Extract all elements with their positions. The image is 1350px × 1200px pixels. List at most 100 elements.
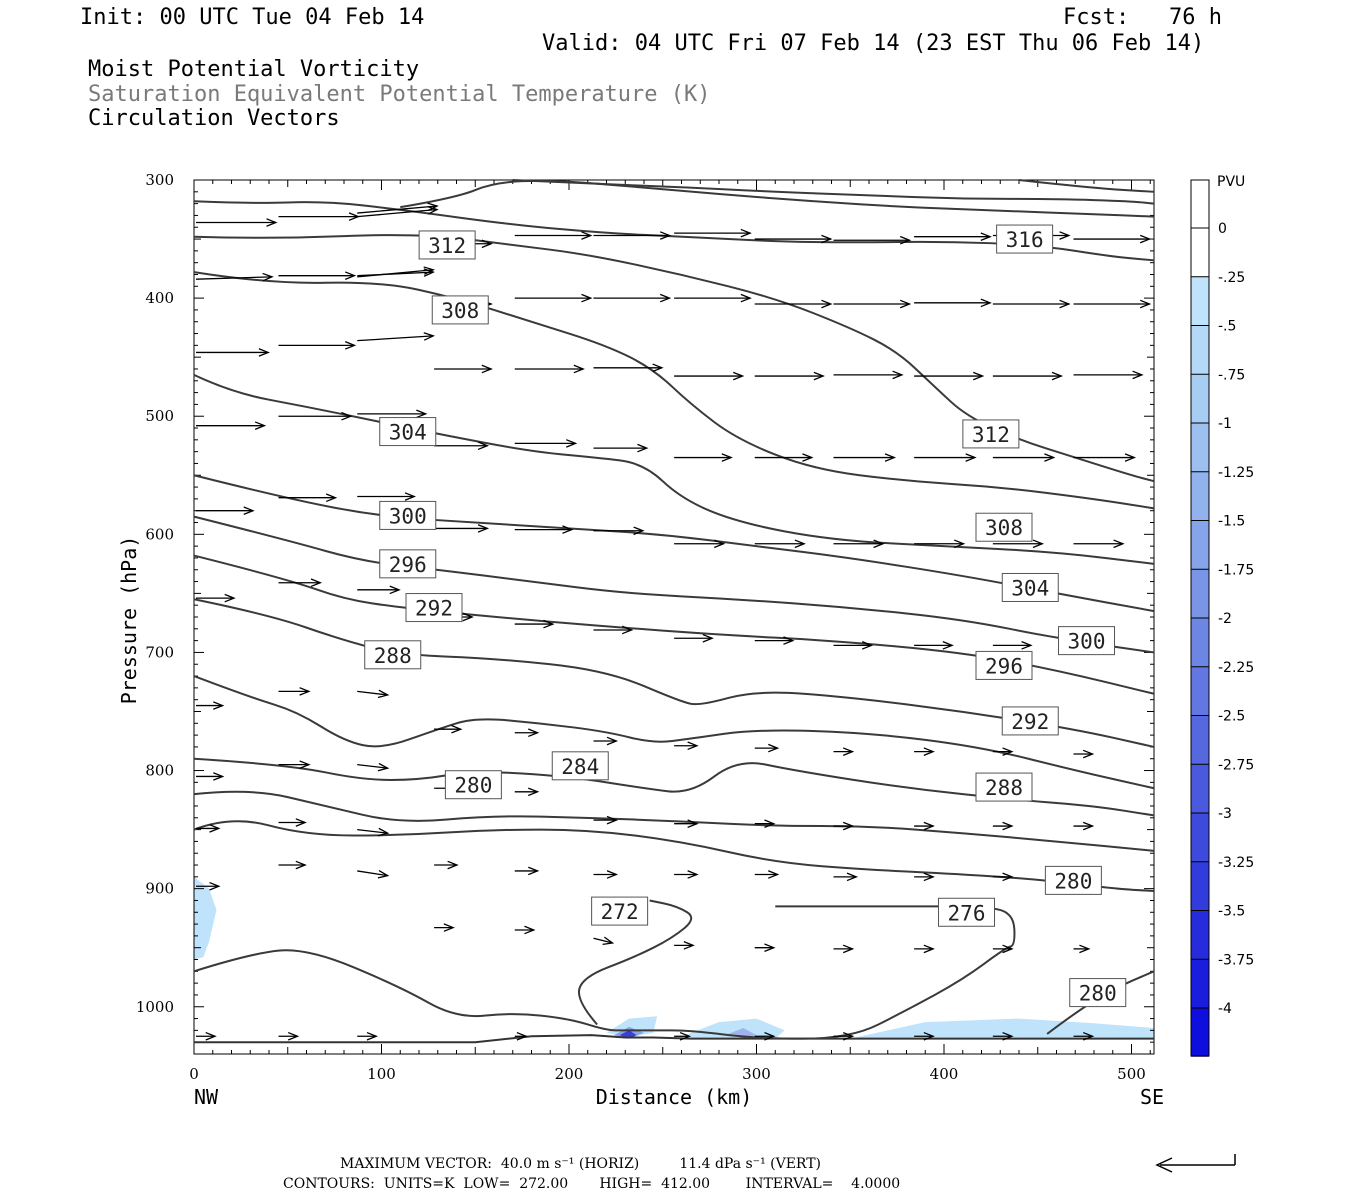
vector-arrowhead (923, 821, 935, 831)
y-tick-label: 600 (145, 525, 174, 543)
vector-arrowhead (416, 409, 428, 419)
contour-276 (193, 820, 1155, 893)
contour-label-box (444, 770, 502, 800)
vector-arrowhead (366, 1031, 379, 1041)
pv-shade-1 (606, 1016, 658, 1038)
vector-arrowhead (1132, 370, 1144, 380)
colorbar-swatch (1191, 1008, 1209, 1057)
colorbar-label: -1.25 (1218, 465, 1254, 481)
theta-es-contours (193, 179, 1155, 1044)
circulation-vector (357, 205, 438, 214)
vector-arrowhead (427, 202, 439, 212)
vector-arrowhead (713, 539, 726, 549)
vector-arrowhead (1002, 821, 1014, 831)
vector-arrowhead (1002, 872, 1014, 882)
vector-arrowhead (295, 818, 307, 827)
vector-arrowhead (821, 299, 833, 309)
contour-272 (193, 905, 1016, 1040)
reference-vector (1155, 1154, 1236, 1173)
vector-arrowhead (516, 1031, 528, 1041)
contour-304 (193, 474, 1155, 613)
contour-label-box (405, 593, 463, 623)
vector-arrowhead (846, 872, 859, 882)
contour-label-box (379, 417, 437, 447)
circulation-vector (357, 763, 388, 769)
colorbar-swatch (1191, 520, 1209, 570)
vector-arrowhead (802, 453, 814, 462)
vector-arrowhead (213, 701, 225, 710)
vector-arrowhead (581, 293, 593, 303)
colorbar-swatch (1191, 618, 1209, 667)
colorbar-label: -.75 (1218, 367, 1245, 383)
contour-label-box (1069, 978, 1127, 1008)
colorbar-swatch (1191, 180, 1209, 228)
vector-arrowhead (1002, 747, 1014, 756)
colorbar-swatch (1191, 861, 1209, 911)
vector-arrowhead (443, 923, 455, 932)
vector-arrowhead (1044, 453, 1056, 462)
y-axis-title: Pressure (hPa) (117, 536, 141, 705)
vector-arrowhead (213, 772, 225, 781)
vector-arrowhead (679, 1031, 692, 1041)
colorbar-label: -3.75 (1218, 952, 1254, 968)
contour-label: 300 (1068, 630, 1106, 654)
contour-308 (193, 373, 1155, 565)
vector-arrowhead (524, 925, 536, 935)
vector-arrowhead (528, 728, 540, 738)
contour-label-box (975, 650, 1033, 680)
vector-arrowhead (299, 687, 311, 696)
y-tick-label: 300 (145, 171, 174, 189)
contour-label: 304 (1011, 576, 1049, 600)
field-title-thetaes: Saturation Equivalent Potential Temperat… (88, 82, 711, 107)
vector-arrowhead (842, 944, 855, 954)
vector-arrowhead (562, 525, 574, 534)
vector-arrowhead (606, 870, 619, 879)
vector-arrowhead (447, 860, 459, 870)
x-tick-label: 100 (367, 1065, 396, 1083)
vector-arrowhead (764, 1031, 776, 1041)
vector-arrowhead (659, 231, 672, 240)
vector-arrowhead (768, 870, 780, 879)
vector-arrowhead (687, 819, 699, 829)
contour-label: 288 (374, 644, 412, 668)
contour-328 (1018, 179, 1155, 193)
x-axis-title: Distance (km) (596, 1085, 753, 1109)
contour-292 (193, 598, 1155, 748)
vector-arrowhead (923, 747, 935, 756)
contour-label-box (975, 772, 1033, 802)
vector-arrowhead (1059, 299, 1071, 309)
vector-arrowhead (423, 266, 435, 275)
vector-arrowhead (224, 593, 236, 603)
contour-label: 300 (389, 504, 427, 528)
vector-arrowhead (633, 526, 645, 536)
circulation-vector (195, 276, 273, 280)
vector-arrowhead (873, 539, 885, 549)
vector-arrowhead (1059, 231, 1071, 240)
contour-label: 316 (1006, 228, 1044, 252)
vector-arrowhead (481, 239, 493, 249)
se-label: SE (1140, 1085, 1164, 1109)
vector-arrowhead (892, 370, 904, 380)
vector-arrowhead (243, 506, 255, 516)
contour-label: 308 (985, 516, 1023, 540)
colorbar-label: -2.5 (1218, 709, 1245, 725)
vector-arrowhead (1051, 371, 1064, 381)
colorbar-label: -1 (1218, 416, 1232, 432)
vector-arrowhead (621, 625, 634, 635)
vector-arrowhead (768, 743, 780, 753)
y-tick-label: 1000 (136, 998, 174, 1016)
plot-frame (193, 179, 1155, 1055)
contour-label: 296 (985, 654, 1023, 678)
vector-arrowhead (310, 578, 323, 588)
vector-arrowhead (1021, 641, 1033, 650)
vector-arrowhead (842, 1031, 855, 1041)
vector-arrowhead (543, 619, 555, 629)
contour-272b (577, 899, 693, 1026)
vector-arrowhead (732, 371, 745, 381)
field-title-pv: Moist Potential Vorticity (88, 57, 420, 82)
vector-arrowhead (861, 641, 874, 650)
colorbar-label: -3.5 (1218, 904, 1245, 920)
vector-arrowhead (972, 371, 985, 381)
contour-label: 280 (454, 774, 492, 798)
